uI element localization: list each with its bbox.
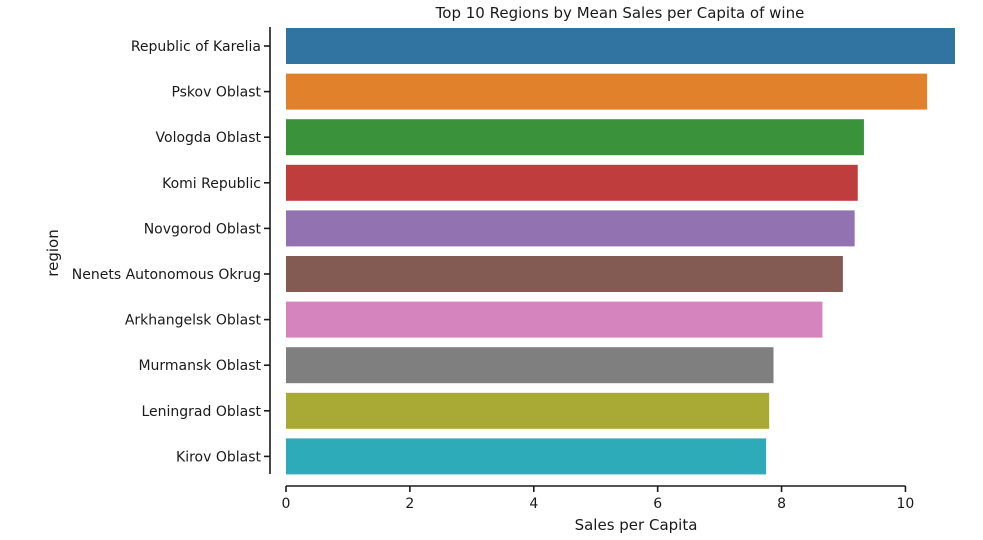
y-axis-label: region (44, 229, 62, 276)
bar (286, 256, 843, 292)
bar (286, 73, 928, 110)
x-axis: 0 2 4 6 8 10 (282, 485, 915, 512)
y-tick-label: Novgorod Oblast (144, 221, 262, 237)
chart-title: Top 10 Regions by Mean Sales per Capita … (435, 4, 805, 22)
bar (286, 301, 823, 338)
bars-group (286, 28, 955, 475)
y-tick-label: Arkhangelsk Oblast (125, 313, 262, 329)
x-axis-label: Sales per Capita (575, 516, 698, 534)
x-tick-label: 0 (282, 496, 291, 512)
x-tick-label: 2 (405, 496, 414, 512)
y-tick-label: Leningrad Oblast (141, 404, 261, 420)
bar (286, 119, 864, 156)
y-tick-label: Republic of Karelia (131, 39, 261, 55)
bar (286, 28, 955, 64)
x-tick-label: 4 (529, 496, 538, 512)
x-tick-label: 10 (897, 496, 915, 512)
bar (286, 392, 770, 429)
bar (286, 347, 774, 384)
bar (286, 164, 858, 201)
y-tick-label: Pskov Oblast (171, 85, 261, 101)
y-axis: Republic of Karelia Pskov Oblast Vologda O… (72, 27, 271, 474)
y-tick-label: Kirov Oblast (176, 449, 261, 465)
x-tick-label: 8 (777, 496, 786, 512)
y-tick-label: Nenets Autonomous Okrug (72, 267, 261, 283)
x-tick-label: 6 (653, 496, 662, 512)
bar (286, 438, 767, 475)
bar (286, 210, 855, 247)
y-tick-label: Komi Republic (162, 176, 261, 192)
y-tick-label: Murmansk Oblast (138, 358, 261, 374)
y-tick-label: Vologda Oblast (156, 130, 262, 146)
